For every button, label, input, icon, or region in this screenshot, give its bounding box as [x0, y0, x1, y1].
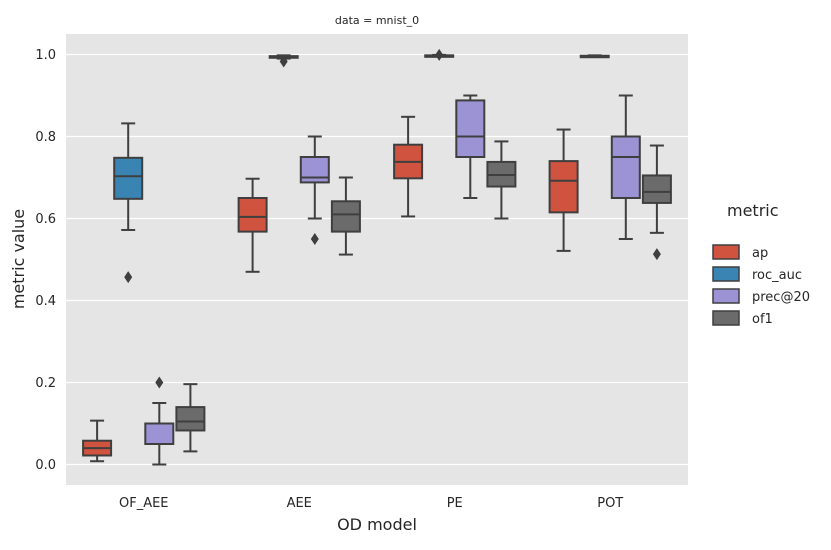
box-roc_auc-AEE — [268, 54, 299, 68]
x-tick-label: OF_AEE — [119, 496, 169, 511]
legend-label-roc_auc: roc_auc — [752, 268, 802, 283]
grid-lines — [66, 53, 688, 466]
x-tick-label: PE — [447, 496, 463, 511]
legend: metric ap roc_auc prec@20 of1 — [712, 201, 810, 327]
outlier-marker — [652, 248, 661, 261]
box-prec@20-AEE — [299, 135, 330, 245]
y-tick-label: 0.0 — [35, 458, 56, 473]
x-tick-label: POT — [597, 496, 623, 511]
box-ap-AEE — [237, 177, 268, 273]
legend-swatch-roc_auc — [712, 266, 740, 282]
box-body — [299, 156, 330, 184]
box-roc_auc-OF_AEE — [113, 122, 144, 284]
x-tick-labels: OF_AEE AEE PE POT — [119, 496, 623, 511]
box-body — [330, 200, 361, 233]
y-tick-label: 0.2 — [35, 376, 56, 391]
y-tick-label: 0.4 — [35, 294, 56, 309]
x-tick-label: AEE — [287, 496, 312, 511]
box-body — [548, 160, 579, 214]
legend-swatch-of1 — [712, 310, 740, 326]
box-of1-AEE — [330, 176, 361, 256]
box-of1-OF_AEE — [175, 383, 206, 453]
legend-label-of1: of1 — [752, 312, 773, 327]
box-body — [455, 99, 486, 158]
outlier-marker — [435, 48, 444, 61]
box-prec@20-POT — [610, 94, 641, 240]
legend-swatch-ap — [712, 244, 740, 260]
y-axis-title: metric value — [9, 209, 28, 309]
box-of1-POT — [641, 144, 672, 261]
outlier-marker — [279, 55, 288, 68]
box-body — [237, 197, 268, 233]
legend-label-ap: ap — [752, 246, 768, 261]
x-axis-title: OD model — [337, 515, 417, 534]
box-body — [610, 135, 641, 199]
y-tick-labels: 0.0 0.2 0.4 0.6 0.8 1.0 — [35, 48, 56, 473]
box-ap-OF_AEE — [82, 419, 113, 463]
legend-items: ap roc_auc prec@20 of1 — [712, 244, 810, 327]
box-body — [144, 422, 175, 445]
outlier-marker — [124, 271, 133, 284]
legend-title: metric — [727, 201, 779, 220]
y-tick-label: 1.0 — [35, 48, 56, 63]
outlier-marker — [155, 376, 164, 389]
panel-title: data = mnist_0 — [335, 14, 419, 27]
box-body — [641, 174, 672, 204]
box-body — [175, 406, 206, 432]
box-prec@20-OF_AEE — [144, 376, 175, 466]
y-tick-label: 0.6 — [35, 212, 56, 227]
outlier-marker — [310, 233, 319, 245]
legend-label-prec@20: prec@20 — [752, 290, 810, 305]
legend-swatch-prec@20 — [712, 288, 740, 304]
box-roc_auc-PE — [424, 48, 455, 61]
boxes — [82, 48, 672, 466]
box-ap-POT — [548, 128, 579, 252]
y-tick-label: 0.8 — [35, 130, 56, 145]
plot-panel — [66, 34, 688, 485]
box-of1-PE — [486, 140, 517, 220]
box-roc_auc-POT — [579, 54, 610, 59]
box-prec@20-PE — [455, 94, 486, 199]
box-ap-PE — [393, 115, 424, 218]
box-body — [113, 156, 144, 200]
